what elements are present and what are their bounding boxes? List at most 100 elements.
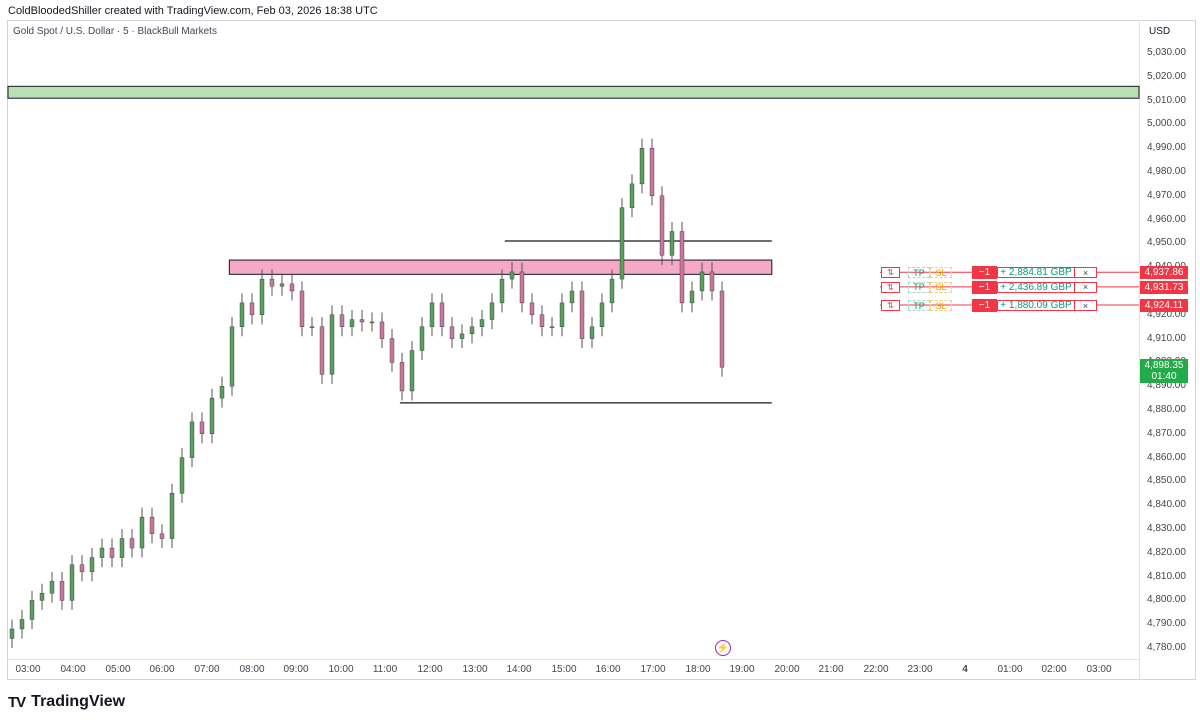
price-tick-label: 4,790.00	[1147, 618, 1186, 630]
candle	[479, 319, 485, 327]
demand-zone	[7, 85, 1140, 99]
symbol-title[interactable]: Gold Spot / U.S. Dollar · 5 · BlackBull …	[13, 26, 217, 37]
candle	[399, 362, 405, 392]
time-tick-label: 18:00	[685, 664, 711, 675]
bar-countdown: 01:40	[1151, 371, 1177, 382]
candle	[549, 326, 555, 328]
candle	[559, 302, 565, 327]
candle	[289, 283, 295, 292]
position-qty: −1	[972, 299, 997, 313]
candle	[249, 302, 255, 315]
candle	[639, 147, 645, 185]
price-tick-label: 4,830.00	[1147, 523, 1186, 534]
candle	[609, 278, 615, 304]
candle	[529, 302, 535, 315]
price-tick-label: 4,980.00	[1147, 166, 1186, 177]
last-price-value: 4,898.35	[1144, 360, 1184, 371]
position-price-label: 4,937.86	[1140, 266, 1188, 280]
position-row[interactable]: ⇅ TP SL −1 + 2,884.81 GBP ×	[881, 266, 1097, 280]
time-tick-label: 21:00	[818, 664, 844, 675]
candle	[569, 290, 575, 304]
candle	[489, 302, 495, 320]
price-tick-label: 4,960.00	[1147, 213, 1186, 225]
candle	[349, 319, 355, 327]
candle	[29, 600, 35, 620]
position-price-label: 4,931.73	[1140, 280, 1188, 294]
time-tick-label: 03:00	[15, 664, 41, 675]
take-profit-button[interactable]: TP	[908, 267, 930, 279]
candle	[59, 581, 65, 601]
price-tick-label: 5,030.00	[1147, 47, 1186, 58]
candle	[379, 321, 385, 339]
candle	[149, 516, 155, 534]
stop-loss-button[interactable]: SL	[930, 300, 952, 312]
time-tick-label: 10:00	[328, 664, 354, 675]
candle	[89, 557, 95, 573]
candle	[159, 533, 165, 539]
time-tick-label: 14:00	[506, 664, 532, 675]
price-tick-label: 4,860.00	[1147, 451, 1186, 463]
candle	[239, 302, 245, 327]
price-tick-label: 4,850.00	[1147, 475, 1186, 487]
close-position-icon[interactable]: ×	[1075, 281, 1097, 293]
position-qty: −1	[972, 266, 997, 280]
take-profit-button[interactable]: TP	[908, 300, 930, 312]
candle	[649, 147, 655, 196]
take-profit-button[interactable]: TP	[908, 281, 930, 293]
time-tick-label: 19:00	[729, 664, 755, 675]
candle	[369, 321, 375, 324]
candle	[389, 338, 395, 363]
last-price-label: 4,898.35 01:40	[1140, 359, 1188, 383]
stop-loss-button[interactable]: SL	[930, 267, 952, 279]
candle	[539, 314, 545, 327]
price-tick-label: 5,020.00	[1147, 70, 1186, 82]
candle	[669, 231, 675, 256]
price-tick-label: 4,910.00	[1147, 332, 1186, 344]
flash-icon[interactable]: ⚡	[715, 640, 731, 656]
candle	[719, 290, 725, 368]
candle	[449, 326, 455, 339]
candle	[279, 283, 285, 287]
time-tick-label: 09:00	[283, 664, 309, 675]
position-row[interactable]: ⇅ TP SL −1 + 2,436.89 GBP ×	[881, 280, 1097, 294]
time-axis-divider	[7, 659, 1139, 660]
price-tick-label: 4,810.00	[1147, 570, 1186, 582]
reverse-icon[interactable]: ⇅	[881, 300, 900, 312]
candle	[19, 619, 25, 630]
candle	[469, 326, 475, 335]
close-position-icon[interactable]: ×	[1075, 300, 1097, 312]
candle	[509, 271, 515, 280]
close-position-icon[interactable]: ×	[1075, 267, 1097, 279]
candle	[629, 183, 635, 208]
stop-loss-button[interactable]: SL	[930, 281, 952, 293]
candle	[579, 290, 585, 339]
candle	[619, 207, 625, 280]
reverse-icon[interactable]: ⇅	[881, 281, 900, 293]
price-axis-divider	[1139, 20, 1140, 680]
currency-label[interactable]: USD	[1149, 26, 1171, 37]
price-tick-label: 4,820.00	[1147, 546, 1186, 558]
candle	[689, 290, 695, 304]
position-row[interactable]: ⇅ TP SL −1 + 1,880.09 GBP ×	[881, 299, 1097, 313]
price-tick-label: 4,840.00	[1147, 499, 1186, 511]
time-tick-label: 07:00	[194, 664, 220, 675]
candle	[49, 581, 55, 594]
candle	[499, 278, 505, 304]
candle	[119, 538, 125, 558]
reverse-icon[interactable]: ⇅	[881, 267, 900, 279]
position-price-label: 4,924.11	[1140, 299, 1188, 313]
candle	[79, 564, 85, 573]
time-tick-label: 23:00	[907, 664, 933, 675]
candle	[209, 397, 215, 435]
candle	[429, 302, 435, 327]
position-qty: −1	[972, 280, 997, 294]
price-tick-label: 4,880.00	[1147, 404, 1186, 415]
price-tick-label: 4,950.00	[1147, 237, 1186, 249]
tradingview-logo[interactable]: TV TradingView	[8, 693, 125, 711]
time-tick-label: 20:00	[774, 664, 800, 675]
time-tick-label: 22:00	[863, 664, 889, 675]
candle	[109, 547, 115, 558]
candle	[679, 231, 685, 304]
time-tick-label: 16:00	[595, 664, 621, 675]
